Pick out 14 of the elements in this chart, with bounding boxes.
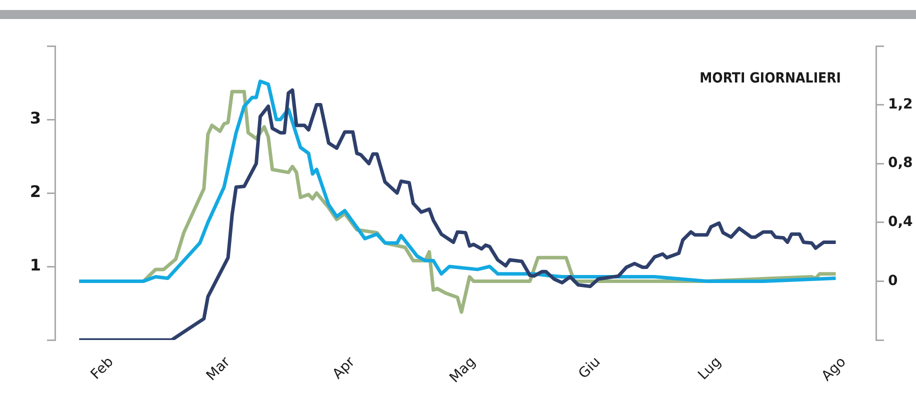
y-tick-label: 1 xyxy=(30,256,41,275)
x-tick-label: Giu xyxy=(576,354,604,382)
text: MORTI GIORNALIERI xyxy=(700,70,841,87)
y2-tick-label: 0 xyxy=(888,272,898,289)
y2-tick-label: 0,4 xyxy=(888,214,914,230)
y2-tick-label: 1,2 xyxy=(888,96,913,112)
x-tick-label: Lug xyxy=(695,354,724,384)
y-tick-label: 2 xyxy=(30,182,41,202)
x-tick-label: Feb xyxy=(88,354,117,383)
x-tick-label: Mar xyxy=(203,354,234,384)
x-tick-label: Apr xyxy=(330,354,358,382)
y-tick-label: 3 xyxy=(30,108,41,128)
x-tick-label: Ago xyxy=(818,354,850,384)
y2-tick-label: 0,8 xyxy=(888,155,913,172)
